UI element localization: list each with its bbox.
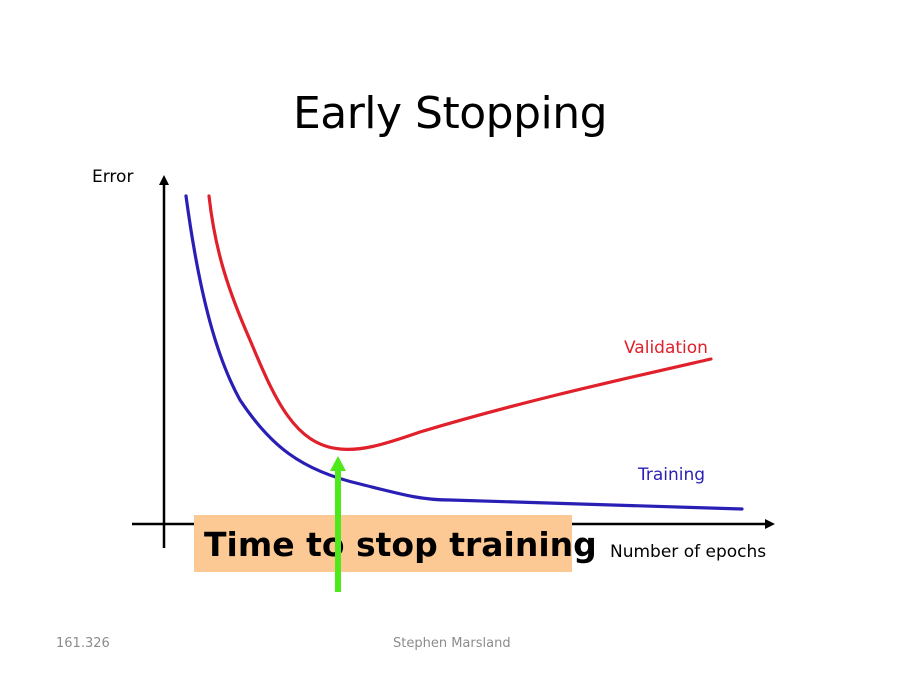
footer-author: Stephen Marsland: [393, 636, 511, 651]
slide-title: Early Stopping: [292, 88, 608, 139]
x-axis-label: Number of epochs: [610, 542, 766, 562]
stop-callout-box: [194, 515, 572, 572]
validation-label: Validation: [624, 338, 708, 358]
validation-curve: [207, 194, 713, 451]
training-curve: [184, 194, 744, 511]
y-axis-label: Error: [92, 167, 133, 187]
stop-callout-text: Time to stop training: [204, 525, 597, 564]
footer-slide-number: 161.326: [56, 636, 110, 651]
training-label: Training: [637, 465, 705, 485]
stop-arrow-head: [330, 456, 346, 471]
